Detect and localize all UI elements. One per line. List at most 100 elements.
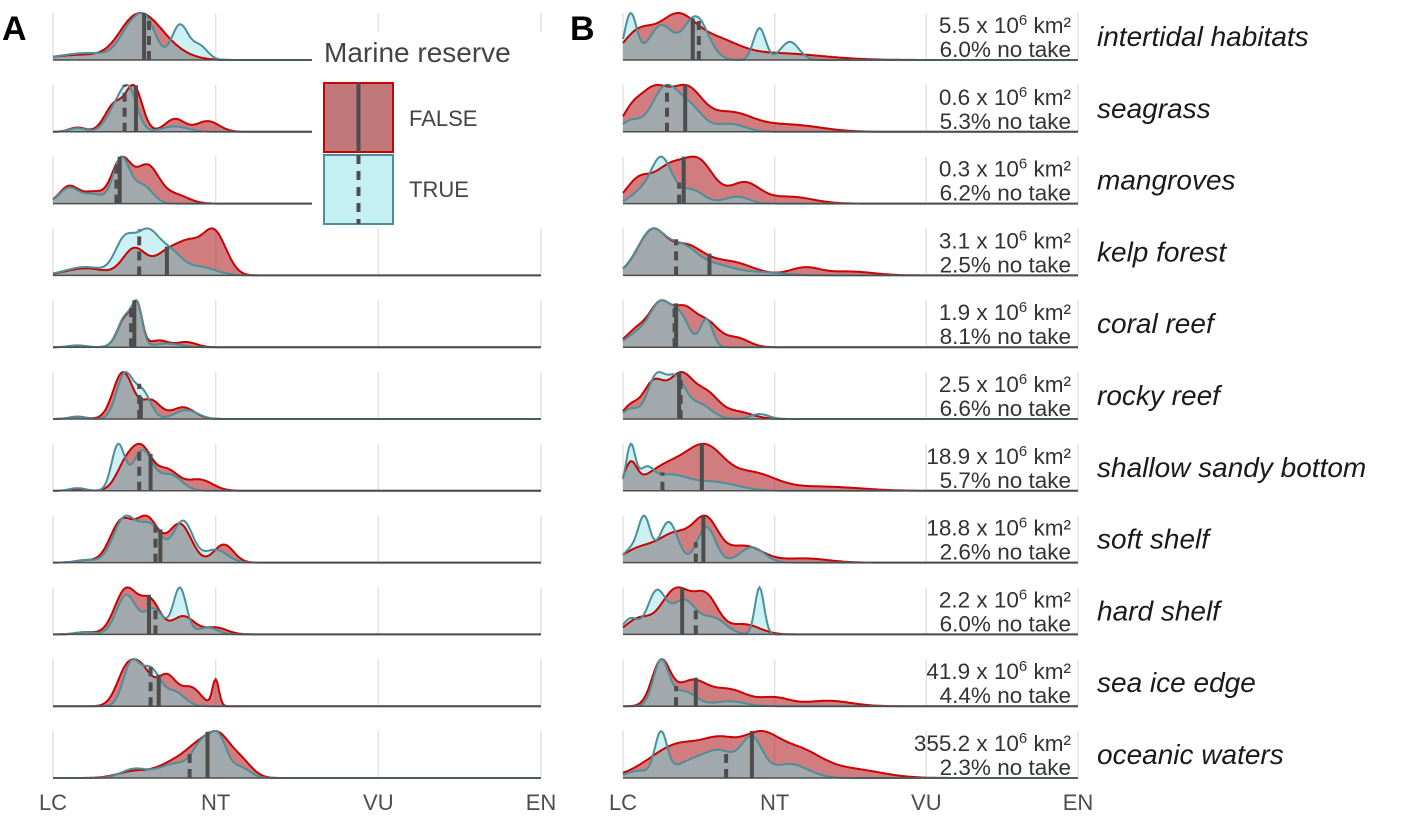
area-unit: km² xyxy=(1027,85,1071,110)
density-overlap-area xyxy=(53,13,541,60)
density-overlap-area xyxy=(623,598,1078,635)
habitat-label: mangroves xyxy=(1097,165,1236,196)
area-exponent: 6 xyxy=(1019,515,1027,532)
no-take-annotation: 5.3% no take xyxy=(940,109,1071,134)
density-overlap-area xyxy=(623,736,1078,778)
density-overlap-area xyxy=(53,659,541,707)
ridge-sea-ice-edge xyxy=(52,658,542,708)
density-false-area xyxy=(623,515,1078,563)
area-exponent: 6 xyxy=(1019,156,1027,173)
habitat-label: soft shelf xyxy=(1097,524,1212,555)
area-exponent: 6 xyxy=(1019,12,1027,29)
legend: Marine reserve FALSE TRUE xyxy=(312,32,548,228)
density-overlap-area xyxy=(623,659,1078,707)
area-exponent: 6 xyxy=(1019,84,1027,101)
panel-b-letter: B xyxy=(570,10,595,48)
area-value: 3.1 xyxy=(939,228,977,253)
ridge-hard-shelf xyxy=(52,586,542,636)
density-overlap-area xyxy=(623,19,1078,61)
area-exponent: 6 xyxy=(1019,371,1027,388)
density-overlap-area xyxy=(53,247,541,276)
ridge-shallow-sandy-bottom xyxy=(52,442,542,492)
density-false-area xyxy=(623,228,1078,276)
no-take-annotation: 2.5% no take xyxy=(940,252,1071,277)
area-base: x 10 xyxy=(976,659,1019,684)
area-base: x 10 xyxy=(976,372,1019,397)
area-unit: km² xyxy=(1027,659,1071,684)
density-false-area xyxy=(623,659,1078,707)
area-exponent: 6 xyxy=(1019,299,1027,316)
area-unit: km² xyxy=(1027,587,1071,612)
density-overlap-area xyxy=(623,461,1078,491)
habitat-label: intertidal habitats xyxy=(1097,21,1309,52)
habitat-label: seagrass xyxy=(1097,93,1211,124)
area-annotation: 0.3 x 106 km² xyxy=(939,156,1072,182)
area-base: x 10 xyxy=(976,444,1019,469)
x-tick-label: VU xyxy=(911,790,942,815)
area-base: x 10 xyxy=(976,516,1019,541)
area-unit: km² xyxy=(1027,13,1071,38)
area-value: 0.3 xyxy=(939,157,977,182)
area-unit: km² xyxy=(1027,157,1071,182)
area-unit: km² xyxy=(1027,444,1071,469)
area-unit: km² xyxy=(1027,228,1071,253)
area-annotation: 5.5 x 106 km² xyxy=(939,12,1072,38)
area-value: 2.2 xyxy=(939,587,977,612)
ridge-oceanic-waters xyxy=(52,729,542,779)
area-annotation: 355.2 x 106 km² xyxy=(914,730,1072,756)
area-unit: km² xyxy=(1027,731,1071,756)
habitat-label: kelp forest xyxy=(1097,236,1227,267)
area-annotation: 18.8 x 106 km² xyxy=(926,515,1071,541)
density-overlap-area xyxy=(623,375,1078,419)
area-value: 18.8 xyxy=(926,516,976,541)
x-tick-label: EN xyxy=(1063,790,1094,815)
no-take-annotation: 4.4% no take xyxy=(940,683,1071,708)
x-tick-label: NT xyxy=(760,790,789,815)
no-take-annotation: 2.3% no take xyxy=(940,755,1071,780)
area-base: x 10 xyxy=(976,228,1019,253)
legend-label-true: TRUE xyxy=(409,177,469,202)
density-overlap-area xyxy=(53,372,541,419)
density-false-area xyxy=(623,443,1078,491)
habitat-label: shallow sandy bottom xyxy=(1097,452,1366,483)
density-overlap-area xyxy=(53,731,541,778)
habitat-label: coral reef xyxy=(1097,308,1217,339)
area-base: x 10 xyxy=(976,300,1019,325)
habitat-label: sea ice edge xyxy=(1097,667,1256,698)
density-overlap-area xyxy=(623,526,1078,563)
area-exponent: 6 xyxy=(1019,586,1027,603)
density-overlap-area xyxy=(53,300,541,348)
x-tick-label: EN xyxy=(526,790,557,815)
density-overlap-area xyxy=(623,164,1078,204)
legend-title: Marine reserve xyxy=(324,37,511,68)
area-base: x 10 xyxy=(976,157,1019,182)
density-overlap-area xyxy=(53,450,541,491)
area-value: 1.9 xyxy=(939,300,977,325)
area-exponent: 6 xyxy=(1019,658,1027,675)
no-take-annotation: 6.6% no take xyxy=(940,396,1071,421)
density-true-line xyxy=(53,729,541,779)
area-base: x 10 xyxy=(976,13,1019,38)
area-unit: km² xyxy=(1027,300,1071,325)
habitat-label: hard shelf xyxy=(1097,595,1223,626)
area-annotation: 2.5 x 106 km² xyxy=(939,371,1072,397)
no-take-annotation: 6.0% no take xyxy=(940,611,1071,636)
legend-label-false: FALSE xyxy=(409,106,477,131)
no-take-annotation: 5.7% no take xyxy=(940,468,1071,493)
habitat-label: rocky reef xyxy=(1097,380,1223,411)
no-take-annotation: 6.0% no take xyxy=(940,37,1071,62)
area-annotation: 0.6 x 106 km² xyxy=(939,84,1072,110)
ridge-soft-shelf xyxy=(52,514,542,564)
density-overlap-area xyxy=(623,300,1078,348)
